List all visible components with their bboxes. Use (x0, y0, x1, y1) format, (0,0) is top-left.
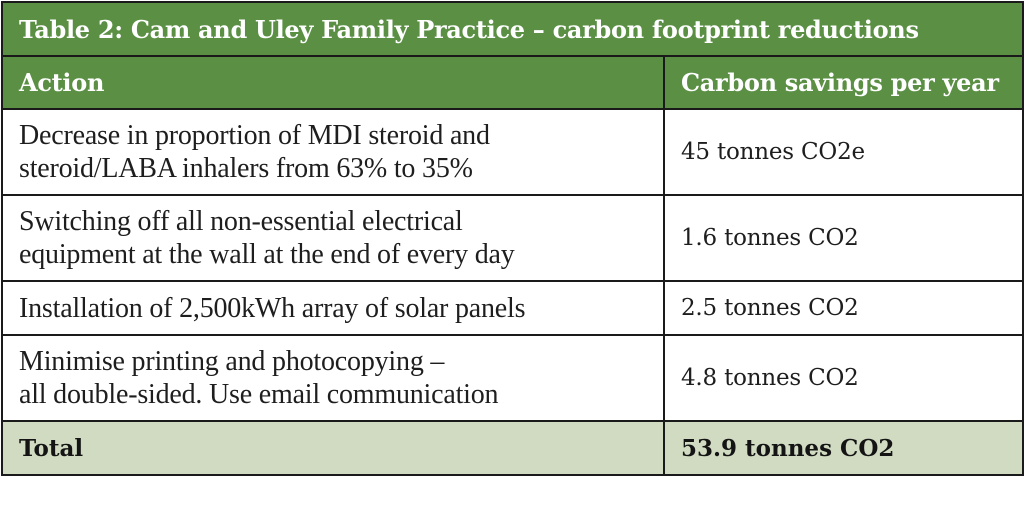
action-cell: Switching off all non-essential electric… (1, 194, 665, 282)
column-header-action: Action (1, 55, 665, 110)
table-row: Installation of 2,500kWh array of solar … (1, 280, 1024, 336)
total-row: Total 53.9 tonnes CO2 (1, 420, 1024, 476)
table-header-row: Action Carbon savings per year (1, 55, 1024, 110)
savings-cell: 4.8 tonnes CO2 (662, 334, 1024, 422)
total-value: 53.9 tonnes CO2 (662, 420, 1024, 476)
action-cell: Decrease in proportion of MDI steroid an… (1, 108, 665, 196)
table-row: Decrease in proportion of MDI steroid an… (1, 108, 1024, 196)
savings-cell: 1.6 tonnes CO2 (662, 194, 1024, 282)
action-text-line: Minimise printing and photocopying – (19, 346, 445, 377)
table-title: Table 2: Cam and Uley Family Practice – … (0, 1, 1024, 57)
action-cell: Installation of 2,500kWh array of solar … (1, 280, 665, 336)
table-title-row: Table 2: Cam and Uley Family Practice – … (0, 1, 1024, 57)
savings-cell: 45 tonnes CO2e (662, 108, 1024, 196)
action-text-line: Switching off all non-essential electric… (19, 206, 463, 237)
carbon-footprint-table: Table 2: Cam and Uley Family Practice – … (0, 1, 1024, 476)
action-text-line: Installation of 2,500kWh array of solar … (19, 292, 526, 324)
table-row: Minimise printing and photocopying – all… (1, 334, 1024, 422)
action-text-line: equipment at the wall at the end of ever… (19, 239, 515, 270)
action-cell: Minimise printing and photocopying – all… (1, 334, 665, 422)
carbon-footprint-table-container: Table 2: Cam and Uley Family Practice – … (0, 1, 1024, 476)
action-text-line: all double-sided. Use email communicatio… (19, 379, 499, 410)
table-row: Switching off all non-essential electric… (1, 194, 1024, 282)
savings-cell: 2.5 tonnes CO2 (662, 280, 1024, 336)
column-header-savings: Carbon savings per year (662, 55, 1024, 110)
action-text-line: steroid/LABA inhalers from 63% to 35% (19, 153, 473, 184)
action-text-line: Decrease in proportion of MDI steroid an… (19, 120, 490, 151)
total-label: Total (1, 420, 665, 476)
